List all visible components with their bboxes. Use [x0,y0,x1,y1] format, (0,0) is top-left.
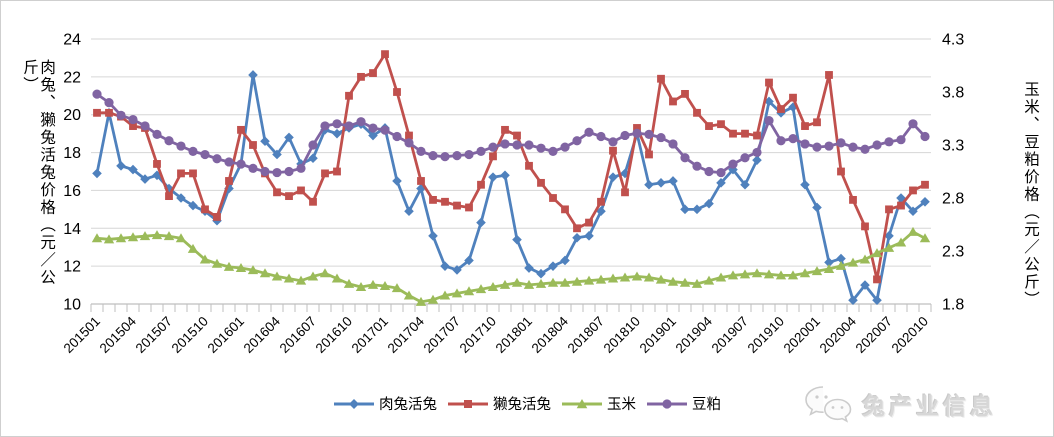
svg-text:201710: 201710 [457,314,499,356]
chart-legend: 肉兔活兔 獭兔活兔 玉米 豆粕 [1,393,1053,414]
right-axis-tick-labels: 4.3 3.8 3.3 2.8 2.3 1.8 [942,32,964,314]
svg-text:201904: 201904 [673,313,716,356]
svg-text:10: 10 [63,297,81,314]
svg-text:201604: 201604 [241,313,284,356]
svg-text:201607: 201607 [277,314,319,356]
wechat-icon [805,386,852,423]
svg-text:201504: 201504 [97,313,140,356]
svg-text:201707: 201707 [421,314,463,356]
legend-item-soybean-meal: 豆粕 [646,393,721,414]
legend-label: 玉米 [607,397,636,413]
svg-text:1.8: 1.8 [942,297,964,314]
svg-text:201807: 201807 [565,314,607,356]
left-axis-tick-labels: 24 22 20 18 16 14 12 10 [63,32,81,314]
svg-text:12: 12 [63,259,81,276]
svg-text:24: 24 [63,32,81,49]
svg-text:201901: 201901 [637,314,679,356]
svg-text:4.3: 4.3 [942,32,964,49]
series-corn [91,226,931,306]
legend-item-rex-rabbit-live: 獭兔活兔 [447,393,551,414]
x-axis-labels: 2015012015042015072015102016012016042016… [61,313,931,356]
svg-text:14: 14 [63,221,81,238]
svg-text:3.8: 3.8 [942,85,964,102]
legend-label: 獭兔活兔 [493,397,551,413]
svg-text:22: 22 [63,69,81,86]
svg-text:201801: 201801 [493,314,535,356]
svg-text:202001: 202001 [781,314,823,356]
svg-text:2.3: 2.3 [942,244,964,261]
legend-item-meat-rabbit-live: 肉兔活兔 [333,393,437,414]
legend-marker-triangle [562,398,602,408]
svg-text:201510: 201510 [169,314,211,356]
legend-marker-circle [647,398,687,409]
watermark-text: 兔产业信息 [862,393,997,419]
svg-text:201810: 201810 [601,314,643,356]
x-axis-ticks [90,304,932,312]
legend-marker-square [448,399,488,408]
svg-text:202010: 202010 [889,314,931,356]
svg-text:201701: 201701 [349,314,391,356]
svg-text:2.8: 2.8 [942,191,964,208]
svg-text:201610: 201610 [313,314,355,356]
svg-text:18: 18 [63,145,81,162]
svg-text:201704: 201704 [385,313,428,356]
legend-label: 肉兔活兔 [379,397,437,413]
svg-text:202007: 202007 [853,314,895,356]
svg-text:201501: 201501 [61,314,103,356]
watermark: 兔产业信息 [802,384,997,424]
svg-text:20: 20 [63,107,81,124]
svg-text:3.3: 3.3 [942,138,964,155]
svg-text:201507: 201507 [133,314,175,356]
legend-item-corn: 玉米 [561,393,636,414]
right-axis-title: 玉米、豆粕价格（元／公斤） [1022,81,1039,309]
svg-text:201910: 201910 [745,314,787,356]
svg-text:202004: 202004 [817,313,860,356]
svg-text:201601: 201601 [205,314,247,356]
left-axis-title: 肉兔、獭兔活兔价格（元／公斤） [21,59,56,287]
legend-marker-diamond [334,398,374,409]
legend-label: 豆粕 [692,397,721,413]
series-soybean-meal [92,89,930,178]
svg-text:201907: 201907 [709,314,751,356]
svg-text:201804: 201804 [529,313,572,356]
svg-text:16: 16 [63,183,81,200]
